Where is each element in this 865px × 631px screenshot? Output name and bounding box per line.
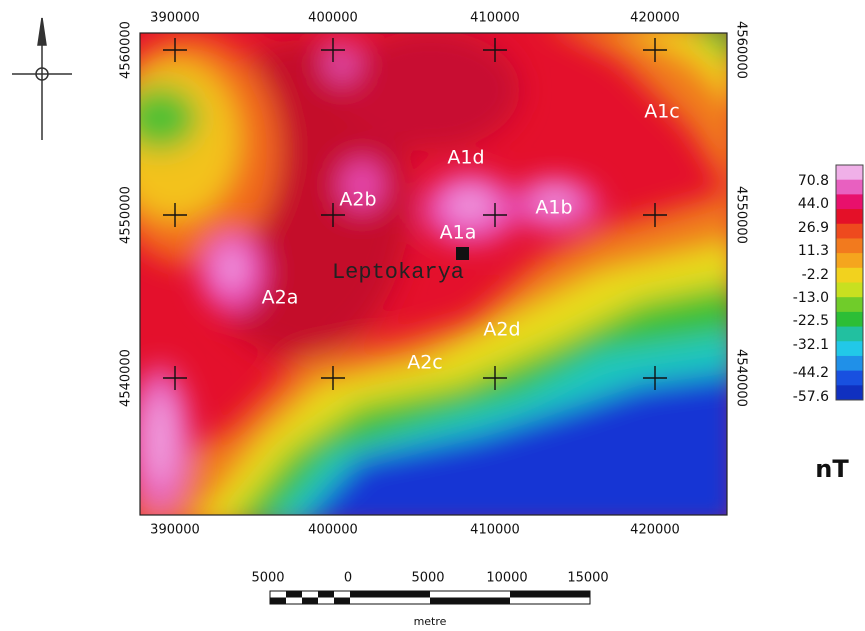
scale-bar-segment (270, 597, 286, 604)
y-tick-label: 4560000 (734, 21, 749, 79)
place-label: Leptokarya (332, 260, 464, 285)
scale-bar-segment (430, 597, 510, 604)
colorbar-band (836, 179, 863, 195)
anomaly-label: A1a (440, 222, 477, 244)
colorbar-band (836, 341, 863, 357)
legend-label: 44.0 (798, 196, 829, 212)
colorbar-band (836, 223, 863, 239)
scale-label: 5000 (251, 571, 284, 586)
scale-bar-segment (350, 591, 430, 598)
colorbar-band (836, 370, 863, 386)
x-tick-label: 400000 (308, 523, 358, 538)
y-tick-label: 4550000 (119, 186, 134, 244)
x-tick-label: 410000 (470, 11, 520, 26)
scale-unit: metre (414, 615, 447, 628)
colorbar-band (836, 165, 863, 181)
x-tick-label: 420000 (630, 523, 680, 538)
y-tick-label: 4560000 (119, 21, 134, 79)
scale-label: 15000 (567, 571, 608, 586)
scale-label: 5000 (411, 571, 444, 586)
legend-label: -13.0 (793, 290, 829, 306)
x-tick-label: 420000 (630, 11, 680, 26)
town-marker (456, 247, 469, 260)
scale-bar-segment (286, 591, 302, 598)
legend-label: -57.6 (793, 389, 829, 405)
x-tick-label: 400000 (308, 11, 358, 26)
y-tick-label: 4540000 (734, 349, 749, 407)
colorbar-band (836, 238, 863, 254)
x-tick-label: 390000 (150, 523, 200, 538)
colorbar-band (836, 209, 863, 225)
x-tick-label: 410000 (470, 523, 520, 538)
legend-label: -2.2 (802, 267, 829, 283)
colorbar-band (836, 311, 863, 328)
scale-bar-segment (318, 591, 334, 598)
colorbar-band (836, 297, 863, 313)
y-tick-label: 4540000 (119, 349, 134, 407)
anomaly-label: A1b (535, 197, 572, 219)
anomaly-label: A2a (262, 287, 299, 309)
colorbar-band (836, 253, 863, 269)
anomaly-label: A2b (339, 189, 376, 211)
scale-label: 0 (344, 571, 352, 586)
legend-label: 26.9 (798, 220, 829, 236)
x-tick-label: 390000 (150, 11, 200, 26)
colorbar-band (836, 355, 863, 372)
north-arrow (12, 17, 72, 140)
legend-label: 70.8 (798, 173, 829, 189)
y-tick-label: 4550000 (734, 186, 749, 244)
anomaly-surface (140, 33, 727, 515)
anomaly-label: A2c (407, 352, 443, 374)
colorbar-band (836, 267, 863, 283)
colorbar-frame (835, 164, 864, 401)
colorbar-band (836, 194, 863, 210)
colorbar-band (836, 326, 863, 342)
map-frame (139, 32, 728, 516)
legend-unit: nT (815, 455, 849, 483)
scale-bar-segment (334, 597, 350, 604)
legend-label: -44.2 (793, 365, 829, 381)
legend-label: -32.1 (793, 337, 829, 353)
scale-label: 10000 (486, 571, 527, 586)
scale-bar-segment (302, 597, 318, 604)
scale-bar-segment (510, 591, 590, 598)
legend-label: -22.5 (793, 313, 829, 329)
scale-bar: 5000 0 5000 10000 15000 metre (251, 571, 608, 629)
legend-label: 11.3 (798, 243, 829, 259)
anomaly-label: A1d (447, 147, 484, 169)
anomaly-label: A2d (483, 319, 520, 341)
anomaly-label: A1c (644, 101, 680, 123)
colorbar-band (836, 282, 863, 298)
colorbar-band (836, 385, 863, 401)
